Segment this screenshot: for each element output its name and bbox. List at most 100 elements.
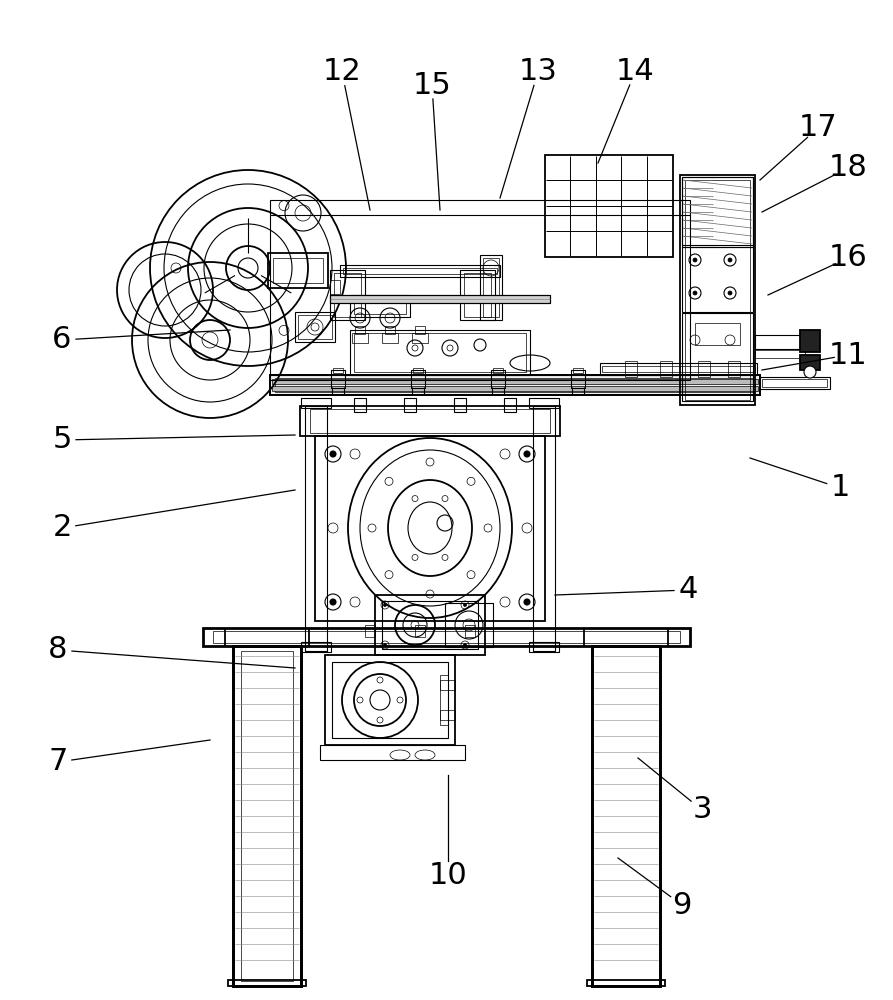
Text: 5: 5 bbox=[53, 426, 71, 454]
Circle shape bbox=[728, 258, 732, 262]
Bar bbox=[270, 375, 690, 380]
Text: 17: 17 bbox=[798, 113, 838, 142]
Text: 2: 2 bbox=[53, 514, 71, 542]
Circle shape bbox=[524, 599, 530, 605]
Bar bbox=[573, 368, 583, 373]
Bar bbox=[504, 398, 516, 412]
Bar bbox=[698, 361, 710, 377]
Bar bbox=[592, 646, 660, 986]
Bar bbox=[412, 333, 428, 343]
Bar bbox=[685, 180, 750, 400]
Bar bbox=[415, 625, 425, 637]
Bar bbox=[268, 253, 328, 288]
Text: 9: 9 bbox=[672, 890, 692, 920]
Bar bbox=[350, 295, 410, 317]
Bar bbox=[295, 312, 335, 342]
Bar bbox=[385, 326, 395, 334]
Bar bbox=[301, 642, 331, 652]
Bar bbox=[464, 273, 491, 317]
Bar bbox=[272, 379, 758, 384]
Bar bbox=[625, 361, 637, 377]
Text: 3: 3 bbox=[692, 796, 712, 824]
Bar bbox=[545, 155, 673, 257]
Bar bbox=[365, 625, 375, 637]
Bar bbox=[465, 625, 475, 637]
Bar bbox=[355, 326, 365, 334]
Circle shape bbox=[330, 451, 336, 457]
Circle shape bbox=[383, 603, 387, 606]
Circle shape bbox=[693, 291, 697, 295]
Bar bbox=[340, 265, 500, 277]
Text: 14: 14 bbox=[615, 57, 655, 87]
Bar bbox=[320, 745, 465, 760]
Bar bbox=[682, 313, 753, 401]
Bar bbox=[330, 270, 365, 320]
Bar bbox=[270, 375, 760, 395]
Bar bbox=[445, 603, 493, 647]
Bar bbox=[305, 406, 327, 651]
Bar bbox=[592, 646, 660, 986]
Bar bbox=[480, 255, 502, 320]
Bar bbox=[301, 398, 331, 408]
Bar bbox=[440, 675, 448, 725]
Text: 7: 7 bbox=[48, 748, 68, 776]
Bar bbox=[375, 595, 485, 655]
Text: 10: 10 bbox=[429, 860, 467, 890]
Circle shape bbox=[804, 366, 816, 378]
Circle shape bbox=[463, 644, 466, 647]
Bar bbox=[272, 386, 758, 391]
Bar bbox=[330, 295, 550, 303]
Bar bbox=[529, 398, 559, 408]
Circle shape bbox=[383, 644, 387, 647]
Bar bbox=[587, 980, 665, 986]
Bar bbox=[270, 200, 690, 215]
Bar bbox=[493, 368, 503, 373]
Bar bbox=[454, 398, 466, 412]
Bar bbox=[233, 646, 301, 986]
Bar bbox=[682, 247, 753, 312]
Text: 15: 15 bbox=[413, 70, 451, 100]
Bar bbox=[331, 370, 345, 388]
Bar bbox=[382, 333, 398, 343]
Bar bbox=[352, 333, 368, 343]
Bar bbox=[325, 655, 455, 745]
Text: 13: 13 bbox=[519, 57, 557, 87]
Bar bbox=[298, 315, 332, 339]
Text: 11: 11 bbox=[829, 340, 867, 369]
Text: 18: 18 bbox=[829, 153, 867, 182]
Bar bbox=[800, 355, 820, 370]
Bar bbox=[602, 366, 755, 372]
Bar bbox=[354, 333, 526, 372]
Bar bbox=[682, 177, 753, 245]
Bar bbox=[413, 368, 423, 373]
Text: 16: 16 bbox=[829, 243, 867, 272]
Bar bbox=[330, 295, 550, 303]
Bar bbox=[330, 280, 340, 294]
Bar bbox=[600, 363, 757, 375]
Text: 1: 1 bbox=[830, 474, 849, 502]
Bar bbox=[440, 710, 455, 720]
Text: 8: 8 bbox=[48, 636, 68, 664]
Bar bbox=[270, 375, 760, 395]
Bar bbox=[460, 270, 495, 320]
Bar bbox=[350, 330, 530, 375]
Bar bbox=[533, 406, 555, 651]
Text: 4: 4 bbox=[679, 576, 697, 604]
Bar bbox=[762, 379, 827, 387]
Bar bbox=[491, 370, 505, 388]
Bar bbox=[382, 601, 478, 649]
Bar bbox=[755, 350, 805, 358]
Bar bbox=[315, 436, 545, 621]
Bar bbox=[411, 370, 425, 388]
Bar bbox=[404, 398, 416, 412]
Bar bbox=[440, 680, 455, 690]
Bar bbox=[310, 409, 550, 433]
Bar bbox=[571, 370, 585, 388]
Text: 6: 6 bbox=[53, 326, 71, 355]
Bar bbox=[680, 175, 755, 405]
Bar bbox=[275, 378, 755, 392]
Text: 12: 12 bbox=[322, 57, 362, 87]
Circle shape bbox=[330, 599, 336, 605]
Bar bbox=[213, 631, 680, 643]
Circle shape bbox=[463, 603, 466, 606]
